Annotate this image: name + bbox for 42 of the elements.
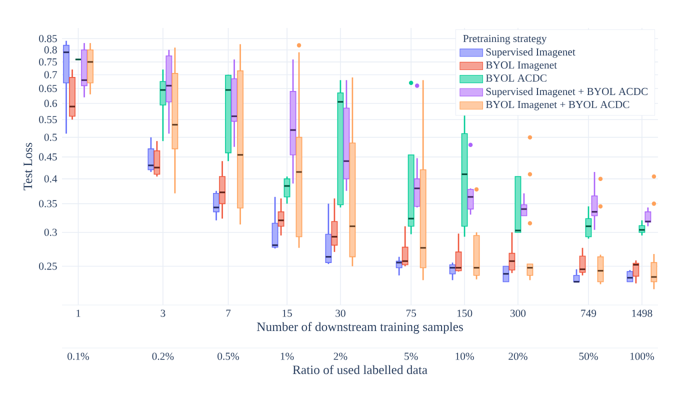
text: 1% <box>280 352 294 360</box>
x2-axis-title: Ratio of used labelled data <box>292 365 428 374</box>
y-tick-label: 0.45 <box>39 153 57 161</box>
x-tick-label: 30 <box>336 310 346 317</box>
y-tick-label: 0.65 <box>39 84 57 92</box>
y-tick-label: 0.35 <box>39 200 57 208</box>
y-tick-label: 0.85 <box>39 35 57 42</box>
x-tick-label: 15 <box>282 310 292 317</box>
legend-label: BYOL ACDC <box>486 74 546 82</box>
x-tick-label: 1 <box>76 310 80 317</box>
text: 10% <box>456 352 474 360</box>
x-axis-title: Number of downstream training samples <box>256 322 463 334</box>
legend-title: Pretraining strategy <box>463 34 547 44</box>
text: 0.2% <box>152 352 174 360</box>
text: 2% <box>334 352 348 360</box>
y-tick-label: 0.25 <box>39 262 57 270</box>
y-tick-label: 0.55 <box>39 116 57 124</box>
text: 0.5% <box>218 352 239 360</box>
text: 5% <box>404 352 418 360</box>
text: 100% <box>630 352 654 360</box>
text: 20% <box>508 352 528 360</box>
text: 50% <box>579 352 598 360</box>
x-tick-label: 749 <box>581 310 596 317</box>
y-tick-label: 0.6 <box>44 100 57 108</box>
x-tick-label: 150 <box>457 310 472 317</box>
y-tick-label: 0.3 <box>44 228 57 236</box>
legend-label: BYOL Imagenet + BYOL ACDC <box>486 100 630 110</box>
legend-label: BYOL Imagenet <box>486 61 557 71</box>
x-tick-label: 300 <box>510 310 526 317</box>
x-tick-label: 75 <box>406 310 416 317</box>
x-tick-label: 3 <box>160 310 166 317</box>
y-axis-title: Test Loss <box>24 142 32 190</box>
x-tick-label: 1498 <box>632 310 652 317</box>
x-tick-label: 7 <box>226 310 231 317</box>
text: 0.1% <box>68 352 89 360</box>
y-tick-label: 0.5 <box>44 134 57 141</box>
y-tick-label: 0.7 <box>44 71 57 78</box>
legend-label: Supervised Imagenet + BYOL ACDC <box>486 88 648 98</box>
y-tick-label: 0.75 <box>39 58 57 66</box>
y-tick-label: 0.4 <box>44 175 58 182</box>
legend-label: Supervised Imagenet <box>486 48 576 58</box>
y-tick-label: 0.8 <box>44 46 57 54</box>
